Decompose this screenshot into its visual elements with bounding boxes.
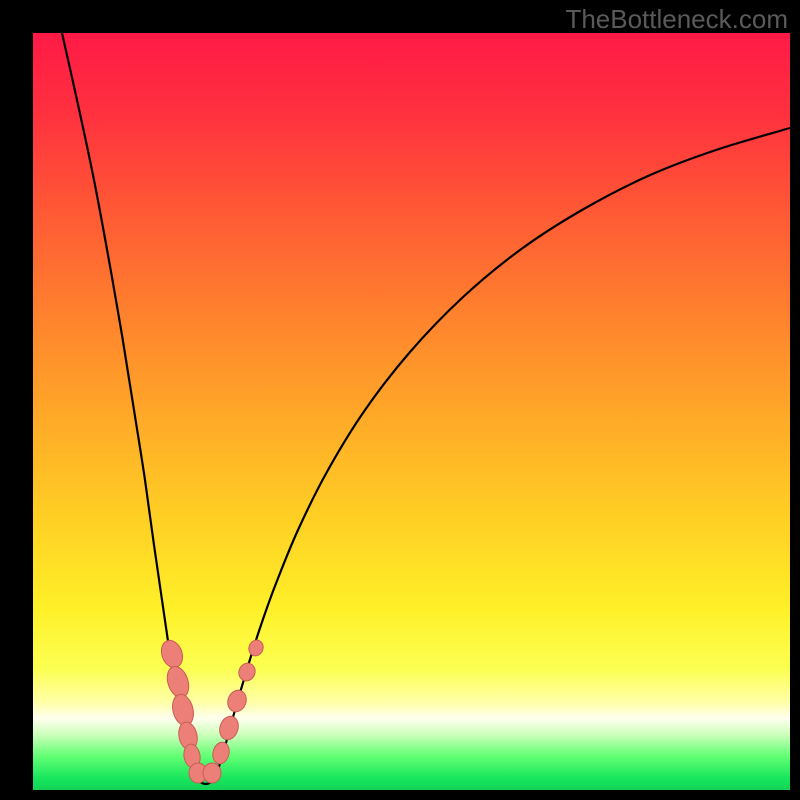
data-point-bead: [158, 637, 186, 670]
data-point-bead: [225, 688, 249, 715]
data-point-bead: [246, 638, 265, 658]
data-point-bead: [211, 740, 232, 765]
curve-layer: [0, 0, 800, 800]
data-point-bead: [236, 661, 258, 684]
data-point-bead: [203, 763, 221, 783]
watermark-text: TheBottleneck.com: [565, 4, 788, 35]
chart-frame: TheBottleneck.com: [0, 0, 800, 800]
data-point-bead: [217, 714, 242, 742]
data-point-bead: [169, 692, 196, 728]
